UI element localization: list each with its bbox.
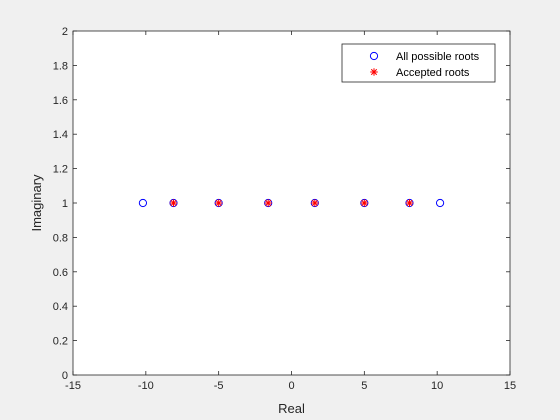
point-accepted-root [264, 199, 272, 207]
x-tick-label: 15 [504, 380, 516, 392]
x-axis-label: Real [278, 401, 305, 416]
point-accepted-root [405, 199, 414, 207]
legend: All possible roots Accepted roots [341, 43, 496, 83]
legend-marker-circle [369, 51, 379, 61]
y-tick-label: 1.2 [53, 164, 68, 176]
legend-marker-asterisk [370, 68, 378, 76]
y-tick-label: 1.8 [53, 60, 68, 72]
x-tick-labels: -15 -10 -5 0 5 10 15 [65, 380, 516, 392]
x-tick-label: -10 [138, 380, 154, 392]
y-tick-label: 0 [62, 370, 68, 382]
y-tick-label: 1.4 [53, 129, 68, 141]
legend-label-all-possible-roots: All possible roots [396, 51, 480, 63]
y-tick-label: 2 [62, 26, 68, 38]
point-accepted-root [311, 199, 319, 207]
x-tick-label: 0 [288, 380, 294, 392]
y-axis-label: Imaginary [29, 174, 44, 232]
data-points [138, 198, 445, 208]
legend-label-accepted-roots: Accepted roots [396, 67, 470, 79]
y-tick-label: 1.6 [53, 95, 68, 107]
legend-box [341, 43, 496, 83]
point-accepted-root [360, 199, 369, 207]
x-tick-label: 10 [431, 380, 443, 392]
point-accepted-root [169, 199, 178, 207]
x-tick-label: -5 [214, 380, 224, 392]
axis-ticks [72, 30, 511, 376]
y-tick-labels: 0 0.2 0.4 0.6 0.8 1 1.2 1.4 1.6 1.8 2 [53, 26, 68, 382]
plot-area [72, 30, 511, 376]
point-all-possible-root [435, 198, 445, 208]
point-all-possible-root [138, 198, 148, 208]
point-accepted-root [214, 199, 223, 207]
x-tick-label: 5 [361, 380, 367, 392]
y-tick-label: 0.6 [53, 267, 68, 279]
y-tick-label: 0.2 [53, 336, 68, 348]
y-tick-label: 1 [62, 198, 68, 210]
y-tick-label: 0.4 [53, 301, 68, 313]
x-tick-label: -15 [65, 380, 81, 392]
y-tick-label: 0.8 [53, 232, 68, 244]
